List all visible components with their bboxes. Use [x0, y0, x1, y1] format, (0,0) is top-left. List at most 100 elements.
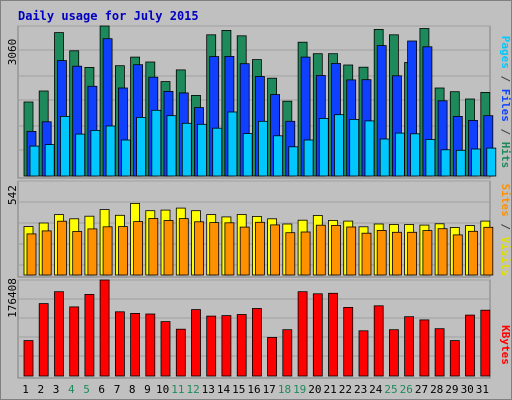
bar-kbytes-day-11: [175, 328, 186, 377]
side-separator: /: [499, 129, 512, 136]
bar-pages-day-28: [440, 149, 451, 177]
bar-pages-day-4: [75, 133, 86, 177]
bar-pages-day-29: [455, 149, 466, 177]
panel-hits: 3060 Pages / Files / Hits: [6, 25, 512, 179]
bar-kbytes-day-20: [312, 293, 323, 377]
bar-sites-day-27: [422, 230, 433, 276]
x-tick-label: 31: [476, 383, 489, 396]
bar-sites-day-16: [254, 221, 265, 276]
bar-kbytes-day-30: [465, 314, 475, 377]
bar-pages-day-11: [181, 122, 192, 177]
x-tick-label: 14: [217, 383, 231, 396]
bar-kbytes-day-25: [388, 329, 399, 377]
bar-kbytes-day-17: [267, 336, 278, 377]
bar-sites-day-29: [452, 234, 463, 276]
side-label-hits: Pages / Files / Hits: [499, 36, 512, 169]
bar-sites-day-24: [376, 229, 387, 276]
bar-pages-day-27: [425, 139, 436, 177]
ymax-label-hits: 3060: [6, 39, 19, 66]
bar-kbytes-day-7: [115, 311, 125, 377]
bar-kbytes-day-3: [54, 291, 64, 377]
x-tick-label: 29: [445, 383, 458, 396]
bar-kbytes-day-9: [145, 313, 156, 377]
bar-kbytes-day-31: [480, 309, 491, 377]
bar-kbytes-day-15: [236, 314, 247, 377]
bar-sites-day-30: [468, 230, 478, 276]
bar-kbytes-day-4: [69, 306, 80, 377]
bar-kbytes-day-14: [221, 315, 232, 377]
bars-hits: [18, 25, 497, 177]
bar-kbytes-day-8: [130, 312, 141, 377]
bar-pages-day-26: [410, 133, 421, 177]
bar-kbytes-day-6: [99, 279, 110, 377]
bar-pages-day-24: [379, 138, 390, 177]
bar-sites-day-3: [57, 220, 67, 276]
side-separator: /: [499, 76, 512, 83]
bar-pages-day-6: [105, 125, 116, 177]
bar-pages-day-2: [44, 144, 55, 177]
bar-kbytes-day-24: [373, 305, 384, 377]
chart-title: Daily usage for July 2015: [18, 9, 199, 23]
bar-pages-day-18: [288, 146, 299, 177]
bar-pages-day-30: [471, 148, 481, 177]
x-tick-label: 28: [430, 383, 443, 396]
bar-pages-day-21: [334, 114, 344, 177]
ymax-label-kbytes: 176408: [6, 278, 19, 318]
x-tick-label: 3: [53, 383, 60, 396]
x-tick-label: 23: [354, 383, 367, 396]
x-tick-label: 18: [278, 383, 291, 396]
bar-pages-day-1: [29, 145, 40, 177]
ymax-label-visits: 542: [6, 185, 19, 205]
bar-sites-day-10: [163, 220, 174, 276]
bar-kbytes-day-27: [419, 319, 430, 377]
bar-kbytes-day-18: [282, 329, 293, 377]
x-tick-label: 7: [114, 383, 121, 396]
bar-kbytes-day-13: [206, 315, 217, 377]
bar-kbytes-day-22: [343, 306, 354, 377]
bar-kbytes-day-10: [160, 321, 171, 377]
bar-pages-day-14: [227, 111, 238, 177]
bar-sites-day-28: [437, 228, 448, 276]
bar-pages-day-22: [349, 119, 360, 177]
bar-pages-day-13: [212, 127, 223, 177]
x-tick-label: 30: [461, 383, 474, 396]
bar-sites-day-20: [315, 224, 326, 276]
bar-sites-day-12: [194, 221, 204, 276]
bar-pages-day-23: [364, 120, 375, 177]
bars-kbytes: [18, 279, 491, 377]
bar-sites-day-22: [346, 226, 357, 276]
panel-kbytes: 176408 KBytes: [6, 278, 512, 379]
x-tick-label: 26: [400, 383, 413, 396]
bar-kbytes-day-5: [84, 293, 95, 377]
bar-sites-day-5: [87, 228, 98, 276]
x-tick-label: 11: [171, 383, 184, 396]
x-tick-label: 21: [323, 383, 336, 396]
bar-pages-day-31: [486, 147, 497, 177]
bar-kbytes-day-2: [38, 303, 49, 377]
bar-sites-day-19: [300, 231, 311, 276]
x-tick-label: 22: [339, 383, 352, 396]
bar-sites-day-21: [331, 224, 341, 276]
bar-sites-day-25: [391, 231, 402, 276]
x-tick-label: 16: [247, 383, 260, 396]
x-tick-label: 13: [202, 383, 215, 396]
x-axis-day-labels: 1 2 3 4 5 6 7 8 9 10 11 12 13 14 15 16 17 18 19 20 21 22 23 24 2…: [22, 383, 489, 396]
bar-kbytes-day-21: [328, 292, 338, 377]
x-tick-label: 5: [83, 383, 90, 396]
bar-sites-day-18: [285, 232, 296, 276]
bar-pages-day-7: [121, 139, 131, 177]
bar-pages-day-3: [60, 116, 70, 177]
bar-sites-day-9: [148, 218, 159, 276]
x-tick-label: 9: [144, 383, 151, 396]
bar-sites-day-23: [361, 232, 372, 276]
bar-pages-day-12: [197, 123, 207, 177]
side-label-visits-text: Visits: [499, 237, 512, 277]
side-label-files: Files: [499, 89, 512, 122]
bar-kbytes-day-19: [297, 291, 308, 377]
bar-kbytes-day-12: [191, 309, 201, 377]
bar-kbytes-day-23: [358, 330, 369, 377]
panel-visits: 542 Sites / Visits: [6, 180, 512, 278]
bar-sites-day-1: [26, 233, 37, 276]
x-tick-label: 8: [129, 383, 136, 396]
